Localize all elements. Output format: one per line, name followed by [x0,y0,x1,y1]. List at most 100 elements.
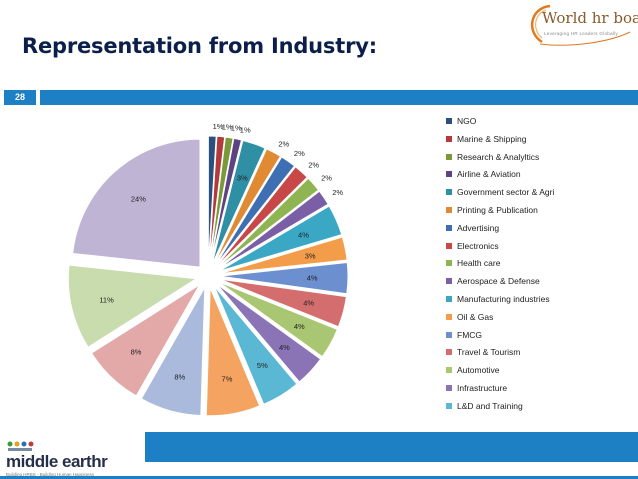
pie-label-19: 8% [174,372,185,381]
legend-swatch [446,278,452,285]
legend-label: Printing & Publication [457,204,538,215]
logo-bottom-name: middle earthr [6,452,108,471]
pie-label-22: 24% [131,195,146,204]
pie-label-1: 1% [213,122,224,131]
legend-swatch [446,224,452,231]
logo-top-name: World hr board [542,9,638,27]
legend-label: Aerospace & Defense [457,276,540,287]
legend-label: L&D and Training [457,400,523,411]
legend-item: Health care [446,256,636,274]
pie-label-15: 4% [294,322,305,331]
middle-earth-hr-logo: middle earthr Building HRBS - Building H… [2,440,142,477]
legend-item: Infrastructure [446,381,636,399]
pie-slice-3 [209,136,234,265]
pie-slice-1 [207,135,217,265]
logo-people-icon [7,441,34,451]
legend-label: Marine & Shipping [457,133,527,144]
legend-swatch [446,135,452,142]
pie-slice-2 [208,135,226,265]
pie-label-5: 3% [237,174,248,183]
legend-swatch [446,384,452,391]
legend-swatch [446,153,452,160]
legend-swatch [446,171,452,178]
pie-slice-9 [216,177,320,269]
pie-slice-6 [213,148,282,266]
legend-label: Manufacturing industries [457,293,550,304]
legend-label: Health care [457,258,501,269]
pie-label-14: 4% [303,299,314,308]
pie-label-6: 2% [278,140,289,149]
slide-number: 28 [4,90,36,105]
pie-slice-14 [219,278,347,328]
legend-label: FMCG [457,329,483,340]
world-hr-board-logo: World hr board Leveraging HR Leaders Glo… [520,2,638,48]
pie-label-12: 3% [305,251,316,260]
pie-label-11: 4% [298,230,309,239]
pie-label-4: 1% [240,125,251,134]
legend-label: Advertising [457,222,500,233]
legend-item: L&D and Training [446,399,636,417]
logo-top-tagline: Leveraging HR Leaders Globally [544,31,619,36]
pie-label-2: 1% [222,123,233,132]
legend-swatch [446,402,452,409]
legend-item: Aerospace & Defense [446,274,636,292]
legend-item: Electronics [446,239,636,257]
pie-label-9: 2% [321,173,332,182]
pie-slice-10 [217,190,329,270]
pie-slice-19 [140,287,206,417]
legend-item: Automotive [446,363,636,381]
pie-label-20: 8% [131,347,142,356]
legend-swatch [446,206,452,213]
legend-item: Government sector & Agri [446,185,636,203]
legend-swatch [446,189,452,196]
legend-swatch [446,331,452,338]
pie-label-21: 11% [99,296,114,305]
pie-label-13: 4% [307,274,318,283]
pie-slice-11 [218,205,343,272]
pie-label-17: 5% [257,361,268,370]
pie-slice-12 [219,236,348,275]
pie-slice-21 [67,264,198,348]
pie-slice-15 [218,281,338,358]
pie-label-7: 2% [294,149,305,158]
legend-label: Airline & Aviation [457,169,521,180]
legend-item: Printing & Publication [446,203,636,221]
legend-swatch [446,313,452,320]
legend-label: Government sector & Agri [457,187,555,198]
chart-panel: 1% 1% 1% 1% 3% 2% 2% 2% 2% 2% 4% 3% 4% 4% 4% 4% 5% 7% 8% 8%… [66,114,406,432]
pie-slice-4 [210,137,243,265]
pie-slice-22 [72,138,201,268]
legend-item: Research & Analyltics [446,150,636,168]
pie-label-18: 7% [222,374,233,383]
legend-label: Automotive [457,365,500,376]
legend-item: Manufacturing industries [446,292,636,310]
legend-label: Travel & Tourism [457,347,521,358]
legend-label: NGO [457,116,477,126]
legend-label: Oil & Gas [457,311,494,322]
legend-swatch [446,367,452,374]
pie-slice-13 [219,261,349,295]
header-bar [40,90,638,105]
legend-item: Marine & Shipping [446,132,636,150]
slide-title: Representation from Industry: [22,34,377,58]
legend-item: Travel & Tourism [446,345,636,363]
legend-item: NGO [446,114,636,132]
pie-chart: 1%1%1%1%3%2%2%2%2%2%4%3%4%4%4%4%5%7%8%8%… [67,122,349,417]
pie-label-10: 2% [332,188,343,197]
pie-label-8: 2% [308,160,319,169]
legend-label: Research & Analyltics [457,151,540,162]
pie-slice-5 [211,139,266,265]
legend-swatch [446,242,452,249]
pie-label-16: 4% [279,343,290,352]
legend-swatch [446,118,452,124]
legend-swatch [446,260,452,267]
legend-label: Infrastructure [457,382,508,393]
legend-item: Airline & Aviation [446,167,636,185]
legend-label: Electronics [457,240,499,251]
pie-slice-17 [213,285,298,405]
logo-bottom-tagline: Building HRBS - Building Human Happiness [6,472,95,477]
legend-swatch [446,295,452,302]
pie-slice-18 [205,287,261,417]
legend-item: Advertising [446,221,636,239]
legend-swatch [446,349,452,356]
